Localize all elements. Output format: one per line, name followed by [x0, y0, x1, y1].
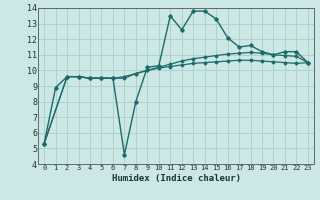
- X-axis label: Humidex (Indice chaleur): Humidex (Indice chaleur): [111, 174, 241, 183]
